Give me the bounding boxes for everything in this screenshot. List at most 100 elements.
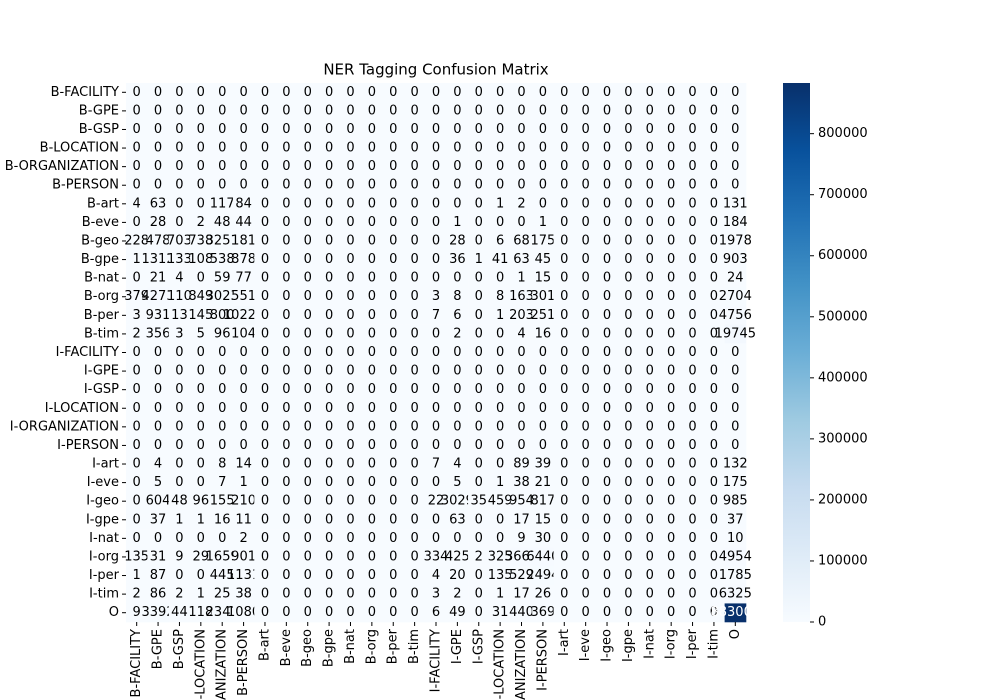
cell [275,491,298,511]
cell-label: 0 [304,382,312,397]
cell [574,510,597,530]
cell [275,380,298,400]
cell-label: 0 [731,438,739,453]
cell-label: 0 [667,494,675,509]
cell-label: 26 [535,587,552,602]
cell [660,436,683,456]
cell-label: 0 [346,475,354,490]
cell [510,566,533,586]
cell-label: 1 [133,252,141,267]
cell-label: 0 [325,141,333,156]
cell [254,343,276,363]
cell [382,361,405,381]
cell [468,603,490,623]
x-tick-label: B-art [257,629,272,661]
cell [190,361,212,381]
cell [617,287,640,307]
cell-label: 0 [646,475,654,490]
cell-label: 9 [133,605,141,620]
cell-label: 9 [517,531,525,546]
cell-label: 0 [710,122,718,137]
cell [275,473,298,493]
cell [681,175,704,195]
cell-label: 0 [410,438,418,453]
cell-label: 1 [517,271,525,286]
cell-label: 0 [325,252,333,267]
cell-label: 0 [410,326,418,341]
cell-label: 1131 [227,568,260,583]
cell-label: 4 [453,457,461,472]
cell-label: 0 [453,531,461,546]
cell [232,83,255,102]
cell-label: 0 [197,475,205,490]
x-tick-label: B-tim [407,629,422,664]
cell-label: 17 [513,587,530,602]
cell [489,287,512,307]
cell [361,380,383,400]
y-tick-label: I-per [89,568,120,583]
cell-label: 878 [231,252,256,267]
cell-label: 0 [154,159,162,174]
cell [339,101,362,121]
cell-label: 30 [535,531,552,546]
cell-label: 0 [496,345,504,360]
cell [318,157,341,177]
cell [510,417,533,437]
cell-label: 31 [150,549,167,564]
cell [681,138,704,158]
cell [681,231,704,251]
cell-label: 0 [667,457,675,472]
x-tick-label: I-ORGANIZATION [514,629,529,700]
cell [510,398,533,418]
cell [297,436,319,456]
cell [232,566,255,586]
cell [724,157,747,177]
cell-label: 0 [710,178,718,193]
cell-label: 0 [582,85,590,100]
cell [168,361,191,381]
cell [596,473,619,493]
cell [361,120,383,140]
cell [254,473,276,493]
x-tick-label: B-FACILITY [129,629,144,697]
cell [703,566,725,586]
cell [361,231,383,251]
cell [574,454,597,474]
cell [724,306,747,325]
cell [468,250,490,270]
cell-label: 0 [346,159,354,174]
cell-label: 0 [218,438,226,453]
cell [639,380,661,400]
cell [596,547,619,567]
cell [168,287,191,307]
cell-label: 0 [496,159,504,174]
cell-label: 175 [723,475,748,490]
cell [681,584,704,604]
cell-label: 0 [603,103,611,118]
cell [254,101,276,121]
cell-label: 0 [282,215,290,230]
cell-label: 0 [304,494,312,509]
cell-label: 0 [453,178,461,193]
cell [190,547,212,567]
cell-label: 251 [530,308,555,323]
cell-label: 0 [646,587,654,602]
cell-label: 703 [167,233,192,248]
cell-label: 0 [239,159,247,174]
cell [489,120,512,140]
cell [510,324,533,344]
cell [425,566,447,586]
cell-label: 0 [261,122,269,137]
cell-label: 440 [509,605,534,620]
cell-label: 6 [432,605,440,620]
cell-label: 0 [325,494,333,509]
cell-label: 0 [603,549,611,564]
cell [339,361,362,381]
cell-label: 0 [582,382,590,397]
cell-label: 0 [688,512,696,527]
cell [211,157,234,177]
cell [168,268,191,288]
cell-label: 0 [710,531,718,546]
cell [232,584,255,604]
cell-label: 63 [513,252,530,267]
